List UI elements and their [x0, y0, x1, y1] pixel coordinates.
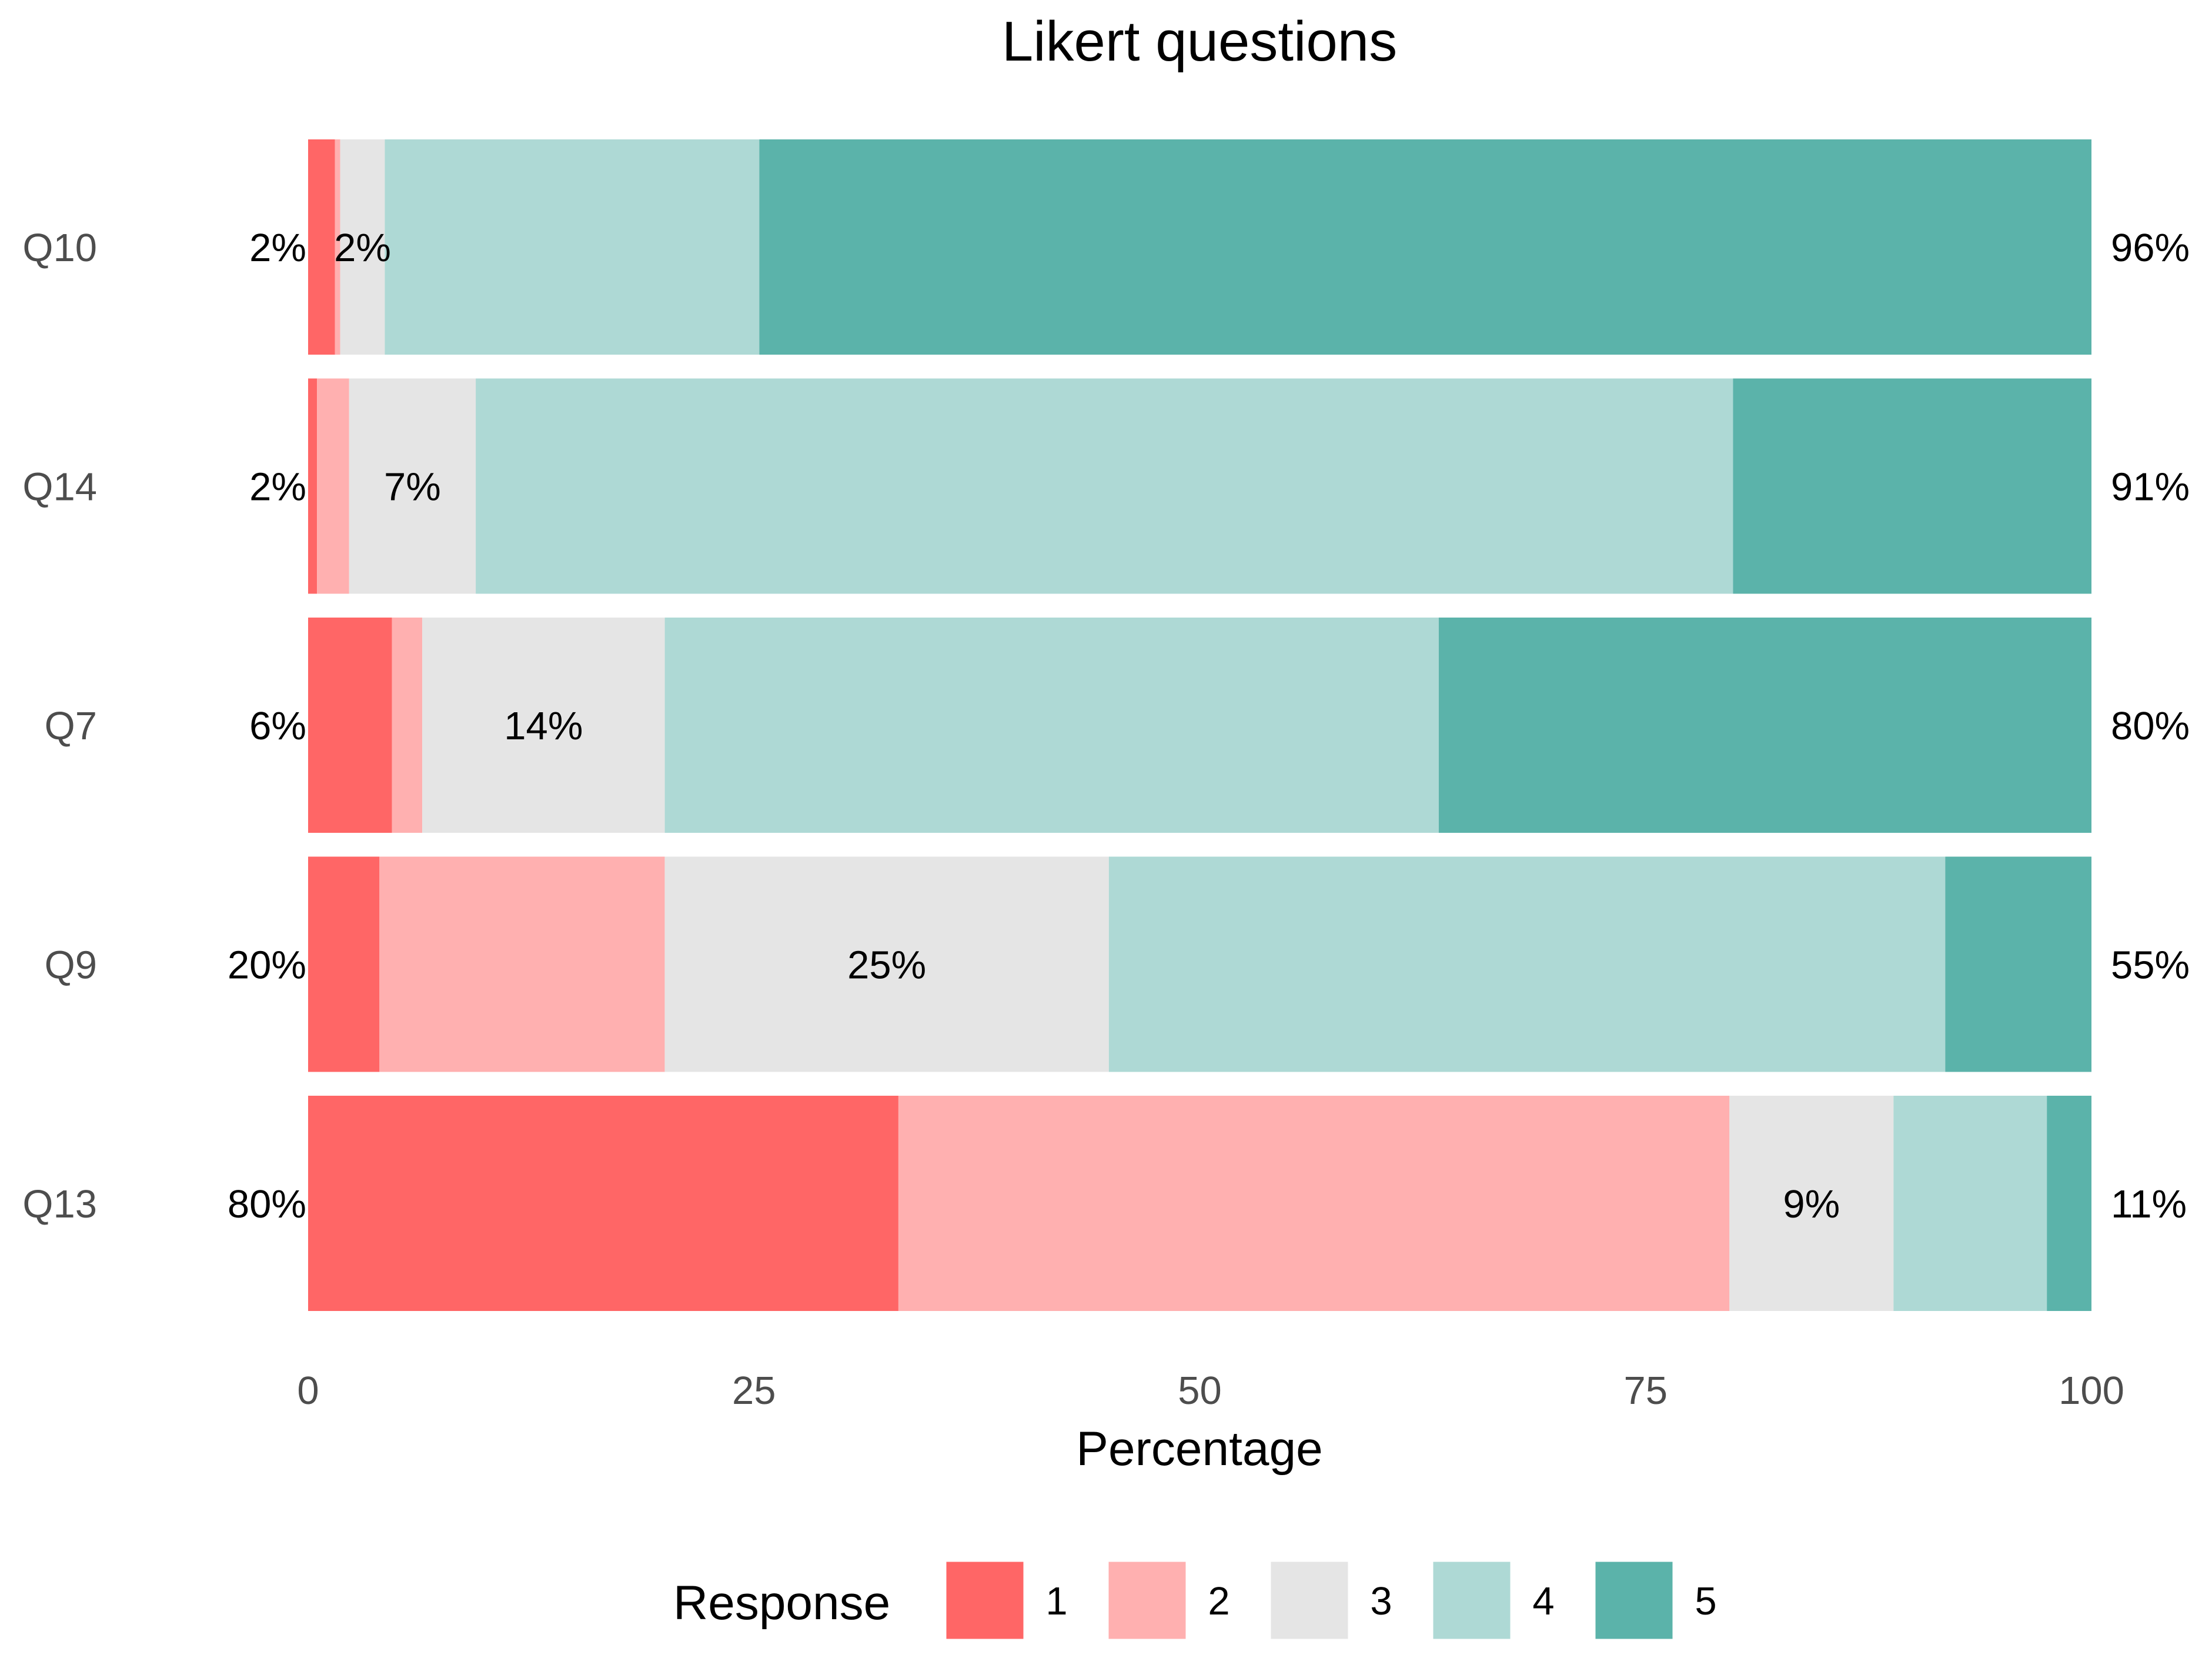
- bar-area: [308, 139, 2091, 1311]
- legend-swatch-2: [1107, 1560, 1188, 1641]
- neutral-pct-label-q9: 25%: [847, 943, 926, 988]
- legend-label-2: 2: [1208, 1579, 1229, 1623]
- category-label-q9: Q9: [45, 943, 97, 988]
- bar-q10-response-1: [308, 139, 335, 355]
- bar-q7-response-4: [664, 618, 1439, 833]
- high-pct-label-q13: 11%: [2111, 1182, 2187, 1226]
- low-pct-label-q13: 80%: [228, 1182, 306, 1226]
- bar-q9-response-1: [308, 856, 380, 1072]
- legend-swatch-4: [1431, 1560, 1512, 1641]
- legend-label-4: 4: [1532, 1579, 1554, 1623]
- neutral-pct-label-q14: 7%: [384, 465, 441, 509]
- low-pct-label-q14: 2%: [249, 465, 306, 509]
- x-tick-label-0: 0: [297, 1369, 319, 1413]
- bar-q7-response-1: [308, 618, 392, 833]
- neutral-pct-label-q13: 9%: [1783, 1182, 1840, 1226]
- bar-q9-response-5: [1945, 856, 2091, 1072]
- bar-q9-response-4: [1108, 856, 1946, 1072]
- x-axis-title: Percentage: [1076, 1422, 1322, 1476]
- bar-q7-response-2: [392, 618, 423, 833]
- bar-q7-response-3: [422, 618, 665, 833]
- legend-swatch-5: [1593, 1560, 1675, 1641]
- high-pct-label-q10: 96%: [2111, 226, 2190, 270]
- bar-q14-response-2: [317, 378, 349, 594]
- legend-label-5: 5: [1695, 1579, 1716, 1623]
- legend-label-3: 3: [1370, 1579, 1392, 1623]
- chart-title: Likert questions: [1002, 10, 1397, 73]
- category-label-q14: Q14: [22, 465, 97, 509]
- neutral-pct-label-q10: 2%: [334, 226, 391, 270]
- category-label-q10: Q10: [22, 226, 97, 270]
- bar-q13-response-3: [1729, 1096, 1894, 1311]
- legend-swatch-3: [1269, 1560, 1350, 1641]
- x-tick-label-25: 25: [732, 1369, 776, 1413]
- bar-q14-response-3: [349, 378, 476, 594]
- legend-label-1: 1: [1045, 1579, 1067, 1623]
- neutral-pct-label-q7: 14%: [504, 704, 583, 748]
- x-tick-label-100: 100: [2059, 1369, 2124, 1413]
- low-pct-label-q9: 20%: [228, 943, 306, 988]
- bar-q14-response-1: [308, 378, 318, 594]
- bar-q9-response-3: [664, 856, 1109, 1072]
- high-pct-label-q9: 55%: [2111, 943, 2190, 988]
- bar-q13-response-1: [308, 1096, 898, 1311]
- bar-q10-response-4: [385, 139, 760, 355]
- legend-title: Response: [673, 1576, 890, 1630]
- category-label-q7: Q7: [45, 704, 97, 748]
- x-tick-label-50: 50: [1178, 1369, 1222, 1413]
- bar-q10-response-5: [759, 139, 2091, 355]
- bar-q7-response-5: [1438, 618, 2091, 833]
- bar-q14-response-5: [1733, 378, 2091, 594]
- bar-q9-response-2: [379, 856, 665, 1072]
- x-tick-label-75: 75: [1623, 1369, 1668, 1413]
- high-pct-label-q7: 80%: [2111, 704, 2190, 748]
- bar-q13-response-2: [898, 1096, 1730, 1311]
- bar-q10-response-3: [340, 139, 385, 355]
- category-labels: Q10 Q14 Q7 Q9 Q13: [22, 226, 97, 1226]
- legend: Response 1 2 3 4 5: [673, 1560, 1717, 1641]
- bar-q13-response-4: [1893, 1096, 2047, 1311]
- percentage-labels: 2% 2% 96% 2% 7% 91% 6% 14% 80% 20% 25% 55% 80% 9% 11%: [228, 226, 2190, 1226]
- bar-q10-response-2: [335, 139, 340, 355]
- high-pct-label-q14: 91%: [2111, 465, 2190, 509]
- low-pct-label-q10: 2%: [249, 226, 306, 270]
- category-label-q13: Q13: [22, 1182, 97, 1226]
- bar-q13-response-5: [2047, 1096, 2091, 1311]
- x-axis-ticks: 0 25 50 75 100: [297, 1369, 2124, 1413]
- bar-q14-response-4: [476, 378, 1733, 594]
- low-pct-label-q7: 6%: [249, 704, 306, 748]
- legend-swatch-1: [944, 1560, 1025, 1641]
